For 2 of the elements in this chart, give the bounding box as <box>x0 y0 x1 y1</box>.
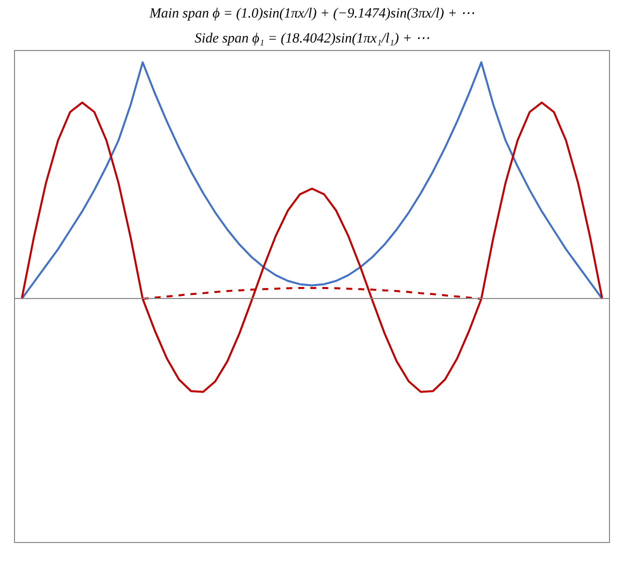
chart-subtitle: Side span ϕ₁ = (18.4042)sin(1πx₁/l₁) + ⋯ <box>194 32 430 46</box>
chart-title: Main span ϕ = (1.0)sin(1πx/l) + (−9.1474)sin(3πx/l) + ⋯ <box>148 6 475 22</box>
